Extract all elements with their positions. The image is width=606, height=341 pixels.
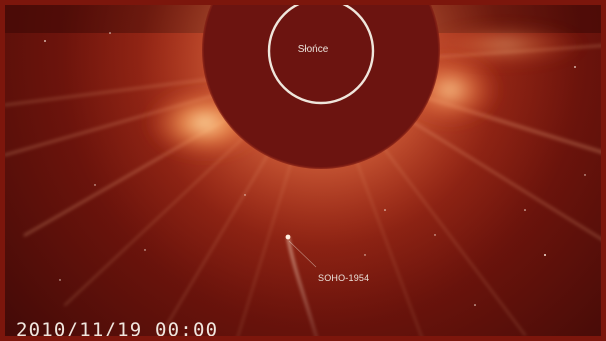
- corona-lobe-upper-right: [425, 23, 585, 67]
- coronagraph-image: [5, 5, 606, 341]
- sun-ring: [267, 5, 375, 105]
- occulting-disk: [203, 5, 439, 168]
- comet-tail: [286, 236, 318, 336]
- background-stars: [44, 32, 586, 306]
- right-edge-dark: [601, 5, 606, 341]
- comet-head: [285, 234, 291, 240]
- occulting-disk-edge: [202, 5, 440, 169]
- comet-pointer-line: [288, 240, 317, 268]
